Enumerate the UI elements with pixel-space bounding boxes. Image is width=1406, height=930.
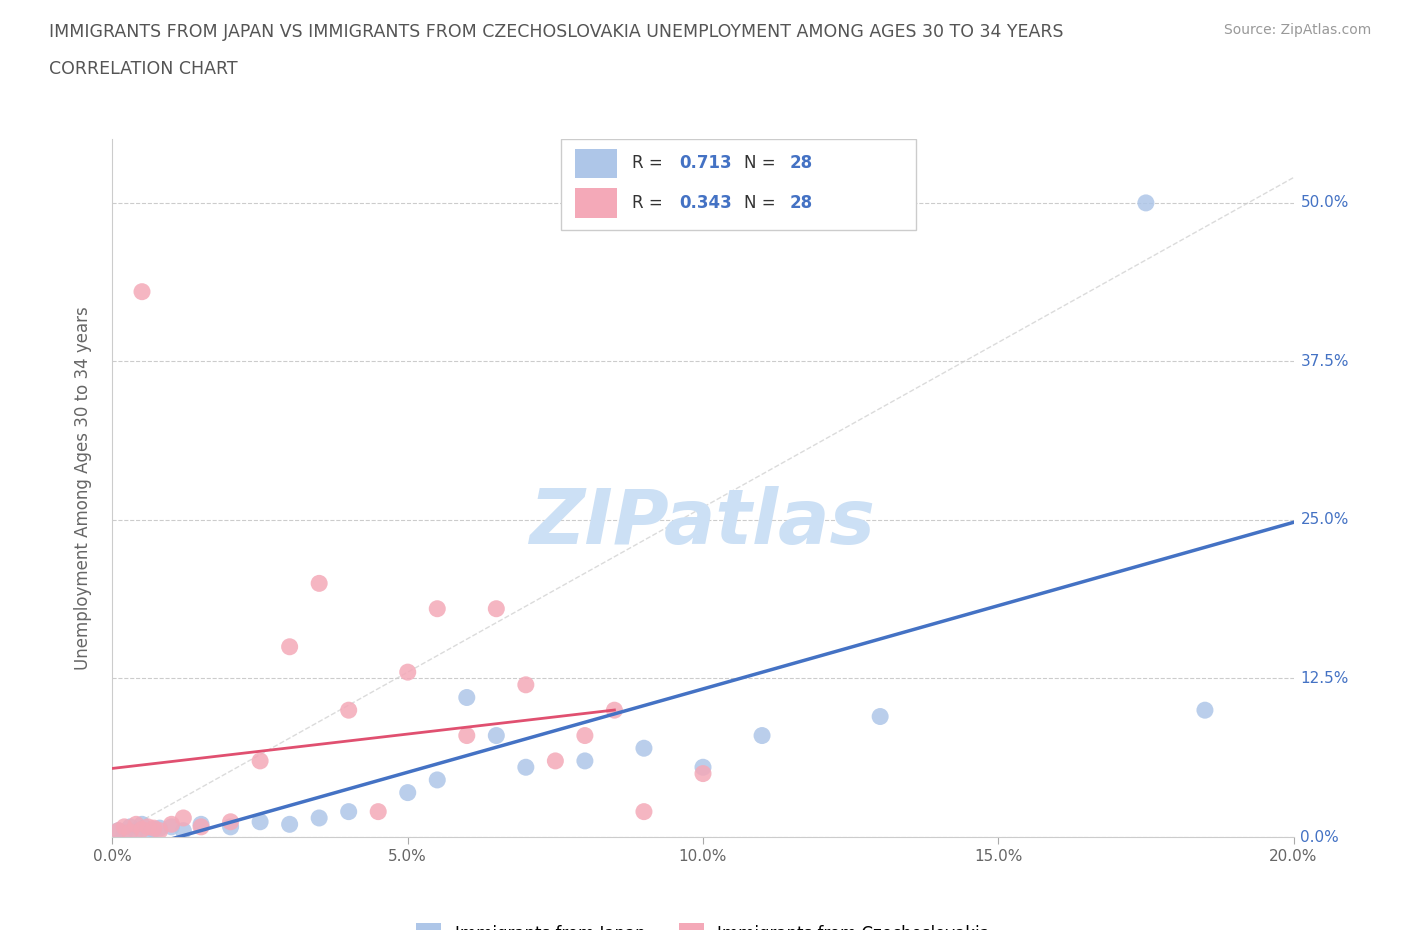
Point bbox=[337, 804, 360, 819]
Point bbox=[112, 826, 135, 841]
Point bbox=[1135, 195, 1157, 210]
Point bbox=[190, 817, 212, 831]
Point bbox=[219, 815, 242, 830]
Text: 25.0%: 25.0% bbox=[1301, 512, 1348, 527]
Point bbox=[149, 823, 172, 838]
Point bbox=[396, 785, 419, 800]
Point bbox=[574, 753, 596, 768]
Point bbox=[120, 819, 142, 834]
Point bbox=[219, 819, 242, 834]
Point bbox=[456, 728, 478, 743]
Point bbox=[131, 817, 153, 831]
Text: ZIPatlas: ZIPatlas bbox=[530, 486, 876, 560]
Text: R =: R = bbox=[633, 154, 668, 172]
Text: 37.5%: 37.5% bbox=[1301, 354, 1348, 369]
Point bbox=[172, 823, 194, 838]
Point bbox=[603, 703, 626, 718]
Point bbox=[426, 602, 449, 617]
Point bbox=[456, 690, 478, 705]
Point bbox=[112, 819, 135, 834]
Point bbox=[160, 817, 183, 831]
Point bbox=[396, 665, 419, 680]
Point bbox=[692, 760, 714, 775]
Point bbox=[136, 819, 159, 834]
Point bbox=[278, 817, 301, 831]
Text: N =: N = bbox=[744, 154, 782, 172]
Point bbox=[337, 703, 360, 718]
Y-axis label: Unemployment Among Ages 30 to 34 years: Unemployment Among Ages 30 to 34 years bbox=[73, 306, 91, 671]
Point bbox=[249, 815, 271, 830]
Point bbox=[131, 285, 153, 299]
Point bbox=[107, 823, 129, 838]
Point bbox=[136, 825, 159, 840]
Point bbox=[308, 811, 330, 826]
Point bbox=[751, 728, 773, 743]
Text: CORRELATION CHART: CORRELATION CHART bbox=[49, 60, 238, 78]
Point bbox=[172, 811, 194, 826]
Point bbox=[544, 753, 567, 768]
Point bbox=[131, 822, 153, 837]
Point bbox=[249, 753, 271, 768]
Point bbox=[367, 804, 389, 819]
Point bbox=[125, 823, 148, 838]
Point bbox=[278, 639, 301, 654]
Text: Source: ZipAtlas.com: Source: ZipAtlas.com bbox=[1223, 23, 1371, 37]
Point bbox=[633, 741, 655, 756]
Text: R =: R = bbox=[633, 194, 668, 212]
Point bbox=[160, 819, 183, 834]
Text: 0.0%: 0.0% bbox=[1301, 830, 1339, 844]
Point bbox=[1194, 703, 1216, 718]
Point bbox=[574, 728, 596, 743]
Point bbox=[515, 760, 537, 775]
Point bbox=[142, 820, 165, 835]
Point bbox=[692, 766, 714, 781]
FancyBboxPatch shape bbox=[575, 188, 617, 218]
FancyBboxPatch shape bbox=[575, 149, 617, 178]
Text: 50.0%: 50.0% bbox=[1301, 195, 1348, 210]
Point bbox=[485, 728, 508, 743]
Point bbox=[515, 677, 537, 692]
Text: 12.5%: 12.5% bbox=[1301, 671, 1348, 686]
Point bbox=[107, 823, 129, 838]
Text: N =: N = bbox=[744, 194, 782, 212]
Point bbox=[125, 817, 148, 831]
Point bbox=[142, 822, 165, 837]
Point bbox=[485, 602, 508, 617]
FancyBboxPatch shape bbox=[561, 140, 915, 231]
Text: 28: 28 bbox=[789, 194, 813, 212]
Legend: Immigrants from Japan, Immigrants from Czechoslovakia: Immigrants from Japan, Immigrants from C… bbox=[408, 915, 998, 930]
Point bbox=[120, 825, 142, 840]
Point bbox=[869, 709, 891, 724]
Point bbox=[426, 773, 449, 788]
Point bbox=[190, 819, 212, 834]
Text: 28: 28 bbox=[789, 154, 813, 172]
Text: 0.343: 0.343 bbox=[679, 194, 733, 212]
Text: 0.713: 0.713 bbox=[679, 154, 733, 172]
Point bbox=[149, 820, 172, 835]
Text: IMMIGRANTS FROM JAPAN VS IMMIGRANTS FROM CZECHOSLOVAKIA UNEMPLOYMENT AMONG AGES : IMMIGRANTS FROM JAPAN VS IMMIGRANTS FROM… bbox=[49, 23, 1064, 41]
Point bbox=[308, 576, 330, 591]
Point bbox=[633, 804, 655, 819]
